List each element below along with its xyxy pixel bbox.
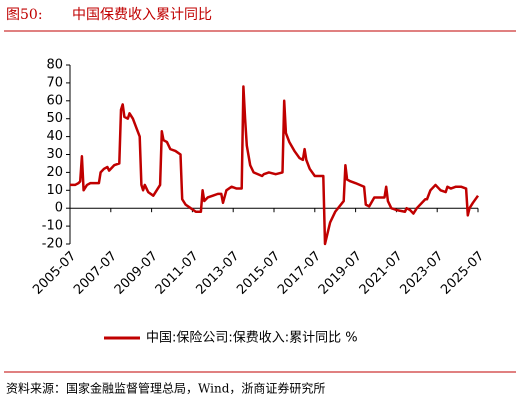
x-tick-label: 2011-07 xyxy=(153,249,202,298)
x-tick-label: 2017-07 xyxy=(275,249,324,298)
legend-label: 中国:保险公司:保费收入:累计同比 % xyxy=(146,331,358,346)
x-tick-label: 2023-07 xyxy=(397,249,446,298)
chart-title: 中国保费收入累计同比 xyxy=(72,7,212,23)
x-tick-label: 2015-07 xyxy=(234,249,283,298)
x-tick-label: 2007-07 xyxy=(71,249,120,298)
y-tick-label: 60 xyxy=(46,93,63,108)
x-tick-label: 2013-07 xyxy=(193,249,242,298)
y-tick-label: -20 xyxy=(42,237,63,252)
y-tick-label: 30 xyxy=(46,147,63,162)
source: 资料来源：国家金融监督管理总局，Wind，浙商证券研究所 xyxy=(6,381,325,396)
x-tick-label: 2009-07 xyxy=(112,249,161,298)
x-tick-label: 2021-07 xyxy=(357,249,406,298)
y-tick-label: 0 xyxy=(55,201,63,216)
figure-number: 图50: xyxy=(6,7,43,23)
y-tick-label: 80 xyxy=(46,58,63,73)
x-tick-label: 2005-07 xyxy=(30,249,79,298)
y-tick-label: 10 xyxy=(46,183,63,198)
y-tick-label: 70 xyxy=(46,75,63,90)
y-tick-label: 50 xyxy=(46,111,63,126)
x-tick-label: 2025-07 xyxy=(438,249,487,298)
x-tick-label: 2019-07 xyxy=(316,249,365,298)
y-tick-label: -10 xyxy=(42,219,63,234)
y-tick-label: 20 xyxy=(46,165,63,180)
y-tick-label: 40 xyxy=(46,129,63,144)
line xyxy=(70,85,480,246)
